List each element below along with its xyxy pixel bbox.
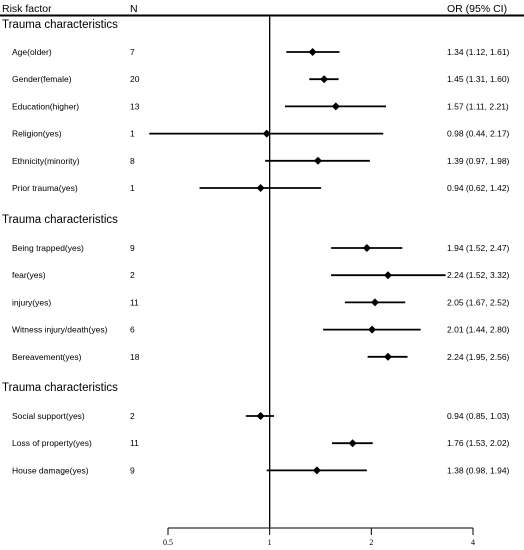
row-or-ci-text: 1.34 (1.12, 1.61) — [447, 47, 510, 57]
row-label: Education(higher) — [12, 101, 79, 111]
row-n: 11 — [130, 438, 139, 448]
row-n: 13 — [130, 101, 140, 111]
row-label: Social support(yes) — [12, 411, 85, 421]
header-or-ci: OR (95% CI) — [447, 3, 507, 15]
row-n: 2 — [130, 411, 135, 421]
forest-rows: Trauma characteristics Age(older) 7 1.34 (1… — [2, 16, 510, 528]
row-n: 20 — [130, 74, 140, 84]
row-or-ci-text: 2.01 (1.44, 2.80) — [447, 325, 510, 335]
point-estimate — [368, 325, 377, 334]
x-tick-label: 4 — [471, 538, 475, 547]
row-label: Loss of property(yes) — [12, 438, 92, 448]
point-estimate — [262, 129, 271, 138]
point-estimate — [313, 156, 322, 165]
row-or-ci-text: 2.24 (1.95, 2.56) — [447, 352, 510, 362]
row-or-ci-text: 1.45 (1.31, 1.60) — [447, 74, 510, 84]
point-estimate — [383, 352, 392, 361]
row-or-ci-text: 2.05 (1.67, 2.52) — [447, 297, 510, 307]
row-label: Age(older) — [12, 47, 52, 57]
row-n: 9 — [130, 243, 135, 253]
point-estimate — [320, 75, 329, 84]
header-risk-factor: Risk factor — [2, 3, 52, 15]
header-n: N — [130, 3, 138, 15]
row-n: 8 — [130, 156, 135, 166]
x-tick-label: 1 — [268, 538, 272, 547]
row-n: 6 — [130, 325, 135, 335]
row-n: 2 — [130, 270, 135, 280]
row-or-ci-text: 0.94 (0.62, 1.42) — [447, 183, 510, 193]
point-estimate — [383, 271, 392, 280]
row-label: injury(yes) — [12, 297, 51, 307]
point-estimate — [362, 244, 371, 252]
group-title: Trauma characteristics — [2, 19, 118, 31]
point-estimate — [256, 412, 265, 420]
row-n: 1 — [130, 183, 135, 193]
row-or-ci-text: 2.24 (1.52, 3.32) — [447, 270, 510, 280]
row-or-ci-text: 1.39 (0.97, 1.98) — [447, 156, 510, 166]
row-label: Bereavement(yes) — [12, 352, 82, 362]
row-label: Religion(yes) — [12, 129, 62, 139]
row-n: 18 — [130, 352, 140, 362]
row-label: Prior trauma(yes) — [12, 183, 78, 193]
point-estimate — [312, 466, 321, 475]
row-or-ci-text: 1.57 (1.11, 2.21) — [447, 101, 509, 111]
group-title: Trauma characteristics — [2, 214, 118, 226]
row-label: House damage(yes) — [12, 465, 89, 475]
row-or-ci-text: 1.38 (0.98, 1.94) — [447, 465, 510, 475]
point-estimate — [256, 184, 265, 192]
row-n: 11 — [130, 297, 139, 307]
row-label: Ethnicity(minority) — [12, 156, 80, 166]
row-label: Gender(female) — [12, 74, 72, 84]
point-estimate — [348, 439, 357, 448]
row-or-ci-text: 1.94 (1.52, 2.47) — [447, 243, 510, 253]
row-label: Being trapped(yes) — [12, 243, 84, 253]
row-or-ci-text: 0.98 (0.44, 2.17) — [447, 129, 510, 139]
row-label: fear(yes) — [12, 270, 46, 280]
point-estimate — [308, 48, 317, 56]
row-n: 7 — [130, 47, 135, 57]
x-tick-label: 2 — [369, 538, 373, 547]
row-or-ci-text: 1.76 (1.53, 2.02) — [447, 438, 510, 448]
row-n: 1 — [130, 129, 135, 139]
group-title: Trauma characteristics — [2, 382, 118, 394]
point-estimate — [331, 102, 340, 111]
x-tick-label: 0.5 — [163, 538, 173, 547]
point-estimate — [370, 298, 379, 307]
row-or-ci-text: 0.94 (0.85, 1.03) — [447, 411, 510, 421]
row-n: 9 — [130, 465, 135, 475]
x-axis: 0.5 1 2 4 — [163, 527, 475, 547]
row-label: Witness injury/death(yes) — [12, 325, 108, 335]
